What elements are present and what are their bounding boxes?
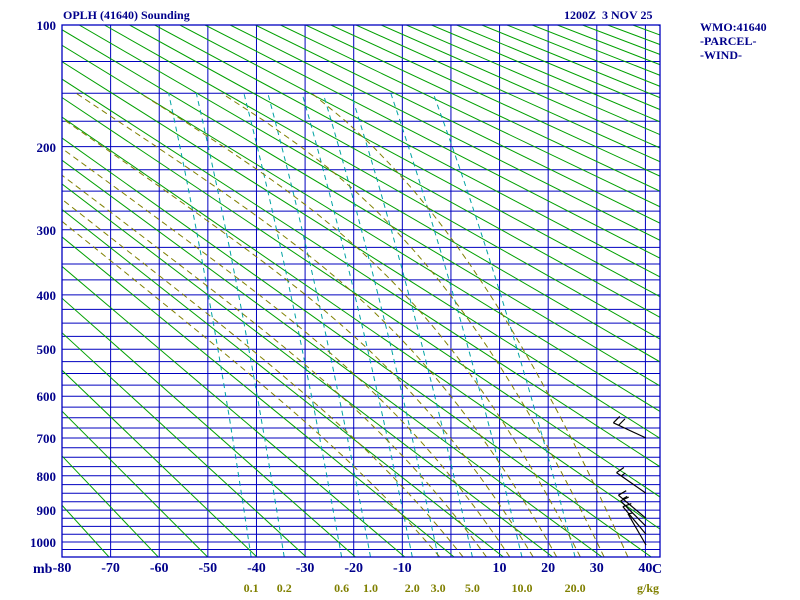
- mixing-ratio-tick-label: 2.0: [404, 581, 420, 595]
- pressure-tick-label: 900: [36, 503, 57, 519]
- mixing-ratio-tick-label: 20.0: [564, 581, 586, 595]
- pressure-tick-label: 400: [36, 287, 57, 303]
- moist-adiabats: [62, 92, 629, 557]
- temperature-unit-label: C: [652, 562, 663, 577]
- mixing-ratio-tick-label: 0.2: [276, 581, 292, 595]
- mixing-ratio-tick-label: 5.0: [464, 581, 480, 595]
- mixing-ratio-lines: [168, 93, 576, 557]
- pressure-tick-label: 200: [36, 139, 57, 155]
- mixing-ratio-unit-label: g/kg: [637, 581, 660, 595]
- temperature-tick-label: -40: [247, 561, 266, 576]
- wmo-station-id: WMO:41640: [700, 20, 767, 34]
- wind-barbs: [612, 416, 647, 546]
- temperature-tick-label: -70: [101, 561, 120, 576]
- isobar-gridlines: [62, 24, 660, 558]
- temperature-tick-label: -30: [295, 561, 315, 576]
- temperature-tick-label: -60: [149, 561, 169, 576]
- temperature-tick-label: -10: [392, 561, 412, 576]
- mixing-ratio-tick-label: 1.0: [362, 581, 378, 595]
- pressure-tick-label: 100: [36, 18, 57, 33]
- temperature-tick-label: 40: [638, 561, 653, 576]
- info-panel: WMO:41640 -PARCEL- -WIND-: [700, 20, 767, 62]
- dry-adiabats: [62, 25, 660, 557]
- pressure-tick-label: 300: [36, 222, 57, 238]
- chart-title: OPLH (41640) Sounding: [63, 8, 190, 22]
- pressure-tick-label: 600: [36, 389, 57, 405]
- temperature-tick-label: -20: [344, 561, 364, 576]
- mixing-ratio-tick-label: 0.1: [243, 581, 259, 595]
- mixing-ratio-tick-label: 10.0: [511, 581, 533, 595]
- pressure-tick-label: 700: [36, 431, 57, 447]
- wind-legend: -WIND-: [700, 48, 742, 62]
- chart-frame: [61, 24, 661, 558]
- pressure-tick-label: 1000: [30, 534, 56, 550]
- temperature-tick-label: 20: [541, 561, 556, 576]
- mixing-ratio-tick-label: 3.0: [430, 581, 446, 595]
- valid-time: 1200Z 3 NOV 25: [564, 8, 653, 22]
- temperature-tick-label: 10: [492, 561, 507, 576]
- pressure-unit-label: mb: [33, 562, 53, 577]
- pressure-tick-label: 500: [36, 342, 57, 358]
- pressure-tick-label: 800: [36, 468, 57, 484]
- mixing-ratio-tick-label: 0.6: [334, 581, 350, 595]
- temperature-tick-label: -50: [198, 561, 218, 576]
- parcel-legend: -PARCEL-: [700, 34, 757, 48]
- temperature-tick-label: 30: [589, 561, 604, 576]
- temperature-tick-label: -80: [52, 561, 72, 576]
